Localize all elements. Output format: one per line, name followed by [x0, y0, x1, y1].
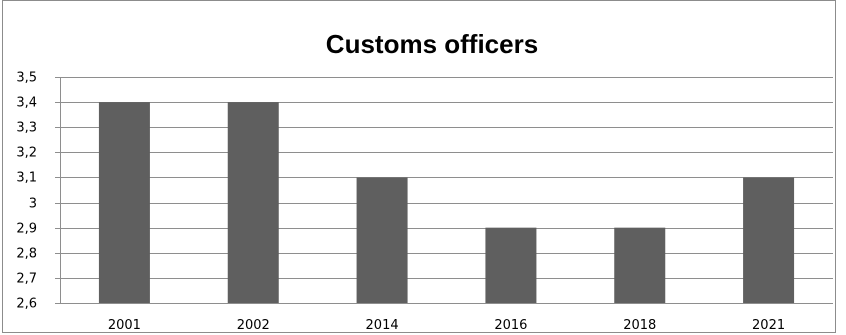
x-tick-label: 2002 — [237, 318, 270, 333]
y-tick-label: 3,2 — [16, 146, 37, 161]
y-tick-label: 2,7 — [16, 272, 37, 287]
bars — [98, 102, 795, 303]
bar-2018 — [614, 227, 666, 303]
bar-2002 — [227, 102, 279, 303]
y-tick-label: 2,6 — [16, 297, 37, 312]
x-axis-tick-labels: 2001 2002 2014 2016 2018 2021 — [108, 318, 785, 333]
x-tick-label: 2014 — [366, 318, 399, 333]
x-tick-label: 2001 — [108, 318, 141, 333]
y-axis-tick-labels: 2,6 2,7 2,8 2,9 3 3,1 3,2 3,3 3,4 3,5 — [16, 71, 37, 312]
y-tick-label: 3,5 — [16, 71, 37, 86]
y-tick-label: 2,9 — [16, 222, 37, 237]
bar-2016 — [485, 227, 537, 303]
y-tick-label: 2,8 — [16, 247, 37, 262]
y-tick-label: 3,1 — [16, 171, 37, 186]
bar-2014 — [356, 177, 408, 303]
bar-2001 — [98, 102, 150, 303]
chart-title: Customs officers — [326, 29, 538, 59]
bar-2021 — [743, 177, 795, 303]
x-tick-label: 2018 — [623, 318, 656, 333]
y-tick-label: 3 — [29, 197, 37, 212]
x-tick-label: 2016 — [494, 318, 527, 333]
gridlines — [55, 77, 833, 304]
y-tick-label: 3,3 — [16, 121, 37, 136]
x-tick-label: 2021 — [752, 318, 785, 333]
y-tick-label: 3,4 — [16, 96, 37, 111]
